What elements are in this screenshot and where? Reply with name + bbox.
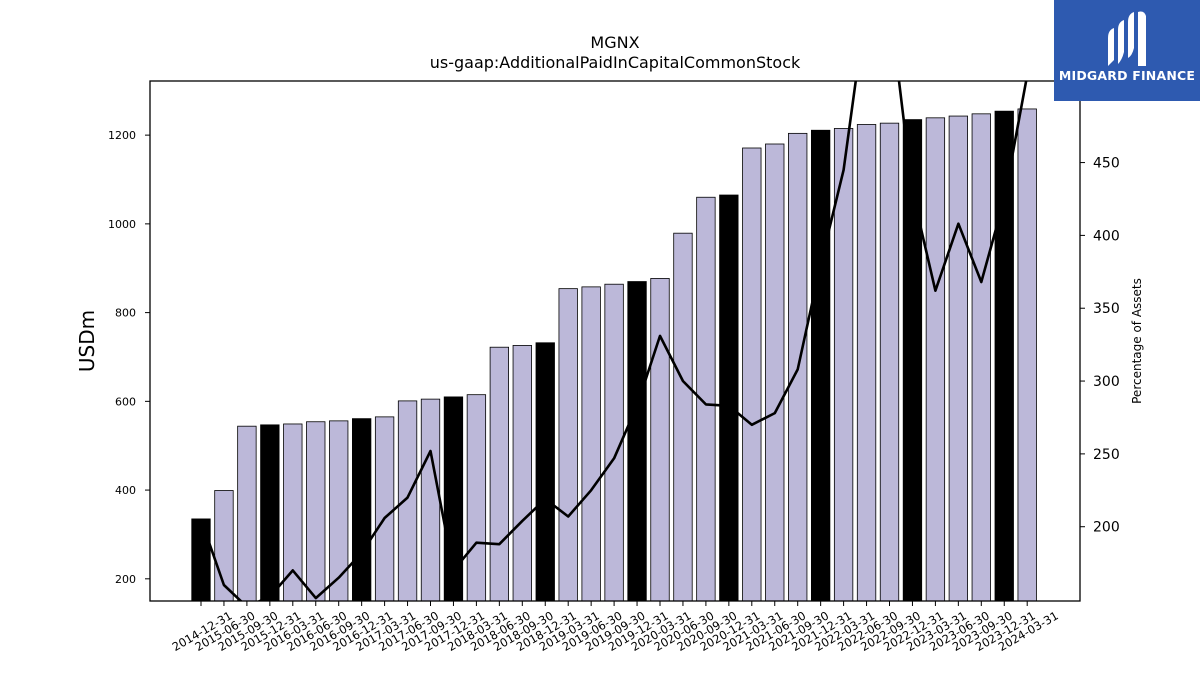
logo-text: MIDGARD FINANCE: [1058, 68, 1196, 83]
bar-2020-03-31: [650, 278, 670, 601]
percentage-of-assets-line: [199, 81, 1028, 601]
plot-frame: [149, 80, 1081, 602]
y-axis-label: USDm: [75, 310, 99, 372]
bar-2023-03-31: [925, 117, 946, 601]
bar-2018-12-31: [535, 342, 555, 601]
bar-2023-12-31: [994, 110, 1014, 601]
y2-tick-label: 200: [1093, 520, 1120, 536]
y2-tick-label: 350: [1093, 301, 1120, 317]
bar-2022-03-31: [833, 128, 854, 601]
bar-2018-09-30: [512, 345, 532, 601]
bar-2018-03-31: [466, 394, 487, 601]
bar-2020-06-30: [673, 232, 693, 601]
bar-2015-12-31: [260, 424, 280, 601]
bar-2019-03-31: [558, 288, 578, 601]
bar-2022-09-30: [879, 122, 900, 601]
bar-2018-06-30: [489, 346, 510, 601]
y-tick-label: 600: [115, 395, 136, 408]
bar-2016-09-30: [329, 420, 349, 601]
bar-2017-03-31: [374, 416, 395, 601]
bar-2022-06-30: [856, 124, 877, 601]
y2-tick-label: 250: [1093, 447, 1120, 463]
bar-2019-12-31: [627, 281, 647, 601]
bar-2017-09-30: [420, 398, 441, 601]
y-tick-label: 1000: [108, 218, 136, 231]
bar-2015-09-30: [237, 425, 257, 601]
y-tick-label: 200: [115, 573, 136, 586]
logo: MIDGARD FINANCE: [1054, 0, 1200, 101]
bar-2016-06-30: [306, 421, 326, 601]
y-tick-label: 400: [115, 484, 136, 497]
logo-mark-icon: [1108, 11, 1146, 66]
chart-title: MGNX: [590, 33, 639, 52]
chart-subtitle: us-gaap:AdditionalPaidInCapitalCommonSto…: [430, 53, 801, 72]
bar-2024-03-31: [1017, 108, 1037, 601]
bar-2023-06-30: [948, 115, 968, 601]
bar-2021-12-31: [811, 129, 831, 601]
bar-2019-06-30: [581, 286, 601, 601]
bar-2022-12-31: [902, 119, 923, 601]
bar-2023-09-30: [971, 113, 991, 601]
bar-2019-09-30: [604, 283, 624, 601]
bar-2016-03-31: [283, 423, 303, 601]
bar-2016-12-31: [351, 418, 372, 601]
y-tick-label: 1200: [108, 129, 136, 142]
y2-tick-label: 300: [1093, 374, 1120, 390]
bar-2021-06-30: [765, 143, 785, 601]
y-tick-label: 800: [115, 307, 136, 320]
y2-axis-label: Percentage of Assets: [1130, 278, 1144, 404]
bar-2020-09-30: [696, 196, 716, 601]
bar-2017-06-30: [397, 400, 418, 601]
bar-2020-12-31: [719, 194, 739, 601]
bar-2014-12-31: [191, 518, 211, 601]
y2-tick-label: 400: [1093, 228, 1120, 244]
bar-2021-03-31: [742, 147, 762, 601]
y2-tick-label: 450: [1093, 156, 1120, 172]
